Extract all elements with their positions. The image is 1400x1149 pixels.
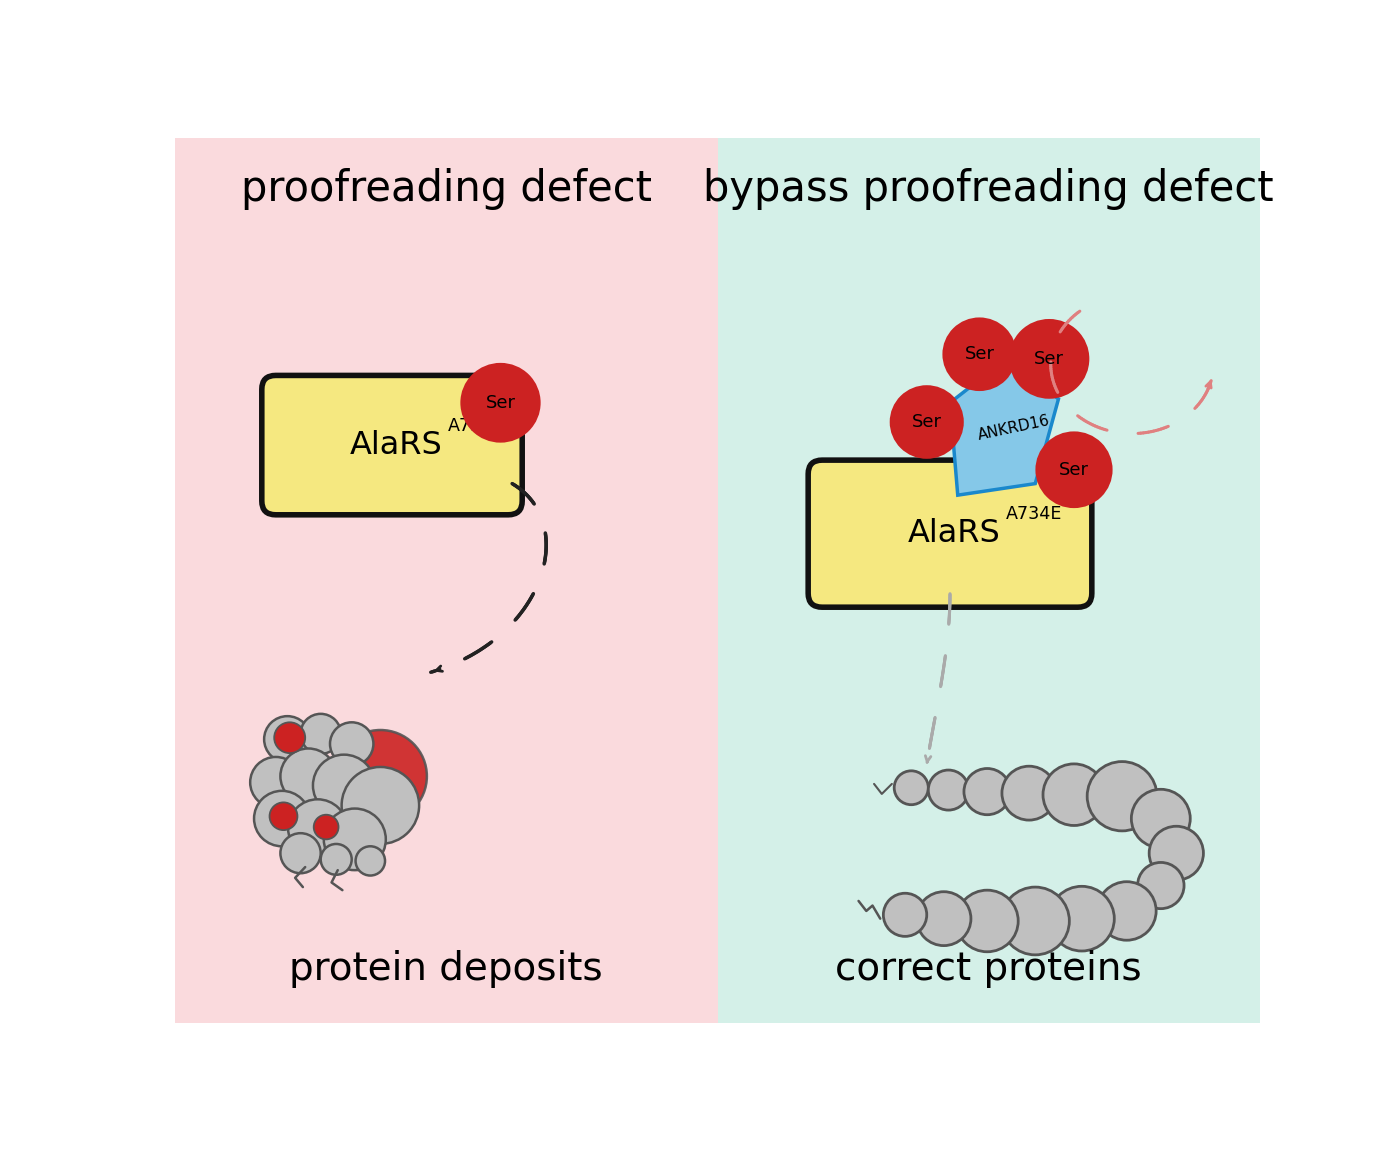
Circle shape (323, 809, 386, 870)
Circle shape (270, 802, 297, 830)
Bar (175, 138, 717, 1023)
Text: Ser: Ser (965, 345, 994, 363)
FancyBboxPatch shape (262, 376, 522, 515)
Text: A734E: A734E (1005, 506, 1063, 524)
Circle shape (280, 748, 336, 804)
Circle shape (1037, 433, 1112, 507)
Text: Ser: Ser (1035, 349, 1064, 368)
Circle shape (965, 769, 1011, 815)
Circle shape (251, 757, 301, 808)
Circle shape (1049, 886, 1114, 951)
Circle shape (280, 833, 321, 873)
Circle shape (253, 791, 309, 847)
Circle shape (1138, 863, 1184, 909)
Text: bypass proofreading defect: bypass proofreading defect (703, 168, 1274, 210)
Circle shape (1002, 766, 1056, 820)
Circle shape (265, 716, 311, 762)
Circle shape (462, 364, 539, 441)
Text: AlaRS: AlaRS (350, 430, 442, 461)
Circle shape (1088, 762, 1156, 831)
Circle shape (956, 890, 1018, 951)
Circle shape (1001, 887, 1070, 955)
Circle shape (314, 815, 339, 840)
Circle shape (895, 771, 928, 804)
Circle shape (1043, 764, 1105, 825)
Text: A734E: A734E (448, 417, 504, 434)
Circle shape (288, 800, 347, 858)
Circle shape (1149, 826, 1204, 880)
Circle shape (301, 714, 340, 754)
Circle shape (342, 768, 419, 845)
Circle shape (330, 723, 374, 765)
Text: protein deposits: protein deposits (290, 950, 603, 988)
Bar (717, 138, 1260, 1023)
Circle shape (883, 893, 927, 936)
Text: correct proteins: correct proteins (836, 950, 1142, 988)
Text: proofreading defect: proofreading defect (241, 168, 652, 210)
Circle shape (944, 318, 1015, 390)
Text: ANKRD16: ANKRD16 (976, 414, 1051, 444)
Circle shape (1011, 321, 1088, 398)
Text: Ser: Ser (486, 394, 515, 411)
Circle shape (917, 892, 972, 946)
Circle shape (1131, 789, 1190, 848)
Circle shape (321, 845, 351, 874)
Text: AlaRS: AlaRS (907, 518, 1000, 549)
Circle shape (274, 723, 305, 753)
Text: Ser: Ser (1058, 461, 1089, 479)
Polygon shape (951, 361, 1058, 495)
Circle shape (928, 770, 969, 810)
Circle shape (1098, 881, 1156, 940)
Circle shape (892, 386, 962, 457)
FancyBboxPatch shape (808, 460, 1092, 607)
Circle shape (333, 730, 427, 823)
Circle shape (356, 847, 385, 876)
Circle shape (314, 755, 375, 816)
Text: Ser: Ser (911, 412, 942, 431)
